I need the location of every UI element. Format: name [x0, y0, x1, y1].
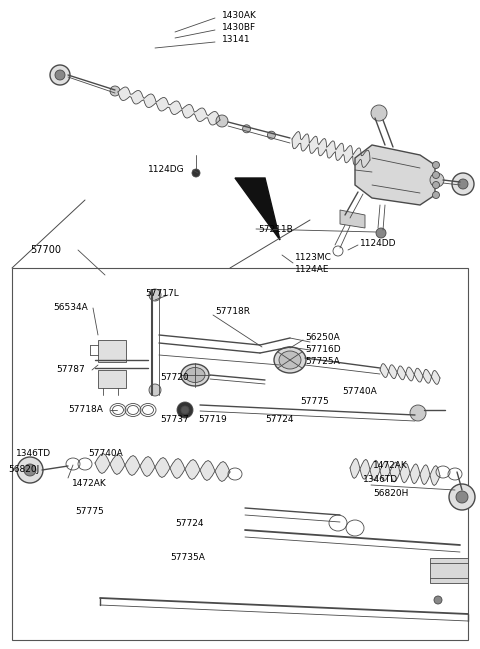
Ellipse shape	[274, 347, 306, 373]
Text: 56820H: 56820H	[373, 489, 408, 498]
Text: 57787: 57787	[56, 365, 85, 374]
Circle shape	[432, 182, 440, 188]
Polygon shape	[118, 87, 220, 125]
Text: 1430BF: 1430BF	[222, 23, 256, 32]
Polygon shape	[95, 454, 230, 482]
Text: 57720: 57720	[160, 374, 189, 382]
Text: 57724: 57724	[175, 519, 204, 528]
Text: 56820J: 56820J	[8, 465, 39, 474]
Circle shape	[458, 179, 468, 189]
Circle shape	[371, 105, 387, 121]
Text: 57717L: 57717L	[145, 289, 179, 297]
Polygon shape	[340, 210, 365, 228]
Circle shape	[50, 65, 70, 85]
Circle shape	[216, 115, 228, 127]
Circle shape	[376, 228, 386, 238]
Polygon shape	[355, 145, 435, 205]
Text: 57737: 57737	[160, 415, 189, 424]
Text: 1472AK: 1472AK	[72, 478, 107, 487]
Text: 1346TD: 1346TD	[363, 476, 398, 485]
Circle shape	[432, 171, 440, 178]
Circle shape	[449, 484, 475, 510]
Text: 56534A: 56534A	[53, 304, 88, 313]
Text: 1472AK: 1472AK	[373, 461, 408, 471]
Bar	[98, 340, 126, 362]
Circle shape	[181, 406, 189, 414]
Bar	[98, 370, 126, 388]
Text: 57725A: 57725A	[305, 356, 340, 365]
Text: 57775: 57775	[300, 397, 329, 406]
Text: 57740A: 57740A	[88, 448, 123, 458]
Text: 57719: 57719	[198, 415, 227, 424]
Circle shape	[432, 191, 440, 199]
Circle shape	[242, 125, 251, 133]
Circle shape	[267, 131, 276, 139]
Text: 56250A: 56250A	[305, 332, 340, 341]
Circle shape	[149, 384, 161, 396]
Circle shape	[24, 464, 36, 476]
Bar	[12, 268, 468, 640]
Text: 1123MC: 1123MC	[295, 254, 332, 262]
Circle shape	[17, 457, 43, 483]
Ellipse shape	[279, 351, 301, 369]
Text: 13141: 13141	[222, 36, 251, 45]
Text: 57735A: 57735A	[170, 554, 205, 563]
Polygon shape	[235, 178, 280, 240]
Ellipse shape	[181, 364, 209, 386]
Text: 57700: 57700	[30, 245, 61, 255]
Bar	[430, 558, 468, 583]
Text: 57211B: 57211B	[258, 225, 293, 234]
Circle shape	[192, 169, 200, 177]
Circle shape	[110, 86, 120, 96]
Text: 1124DG: 1124DG	[148, 165, 185, 175]
Text: 1124AE: 1124AE	[295, 265, 329, 275]
Circle shape	[452, 173, 474, 195]
Text: 1346TD: 1346TD	[16, 448, 51, 458]
Circle shape	[410, 405, 426, 421]
Text: 57718A: 57718A	[68, 406, 103, 415]
Polygon shape	[380, 363, 440, 384]
Text: 57724: 57724	[265, 415, 293, 424]
Circle shape	[177, 402, 193, 418]
Circle shape	[55, 70, 65, 80]
Text: 57740A: 57740A	[342, 387, 377, 397]
Text: 57775: 57775	[75, 508, 104, 517]
Text: 1124DD: 1124DD	[360, 238, 396, 247]
Text: 57718R: 57718R	[215, 308, 250, 317]
Text: 57716D: 57716D	[305, 345, 341, 354]
Circle shape	[456, 491, 468, 503]
Circle shape	[432, 162, 440, 169]
Circle shape	[430, 173, 444, 187]
Polygon shape	[350, 458, 440, 485]
Circle shape	[434, 596, 442, 604]
Text: 1430AK: 1430AK	[222, 12, 257, 21]
Polygon shape	[292, 132, 370, 167]
Ellipse shape	[185, 367, 205, 382]
Circle shape	[149, 289, 161, 301]
